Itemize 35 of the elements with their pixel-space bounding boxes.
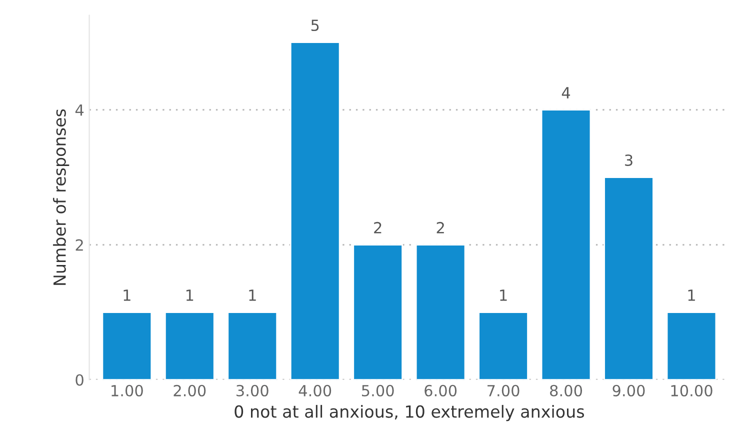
bar bbox=[540, 109, 592, 380]
data-label: 3 bbox=[625, 154, 632, 166]
y-tick-label: 0 bbox=[76, 374, 84, 386]
y-axis-title: Number of responses bbox=[53, 109, 70, 285]
x-tick-label: 8.00 bbox=[550, 384, 582, 396]
bar bbox=[666, 312, 717, 380]
data-label: 1 bbox=[688, 290, 695, 301]
x-tick-label: 5.00 bbox=[362, 384, 394, 396]
bar bbox=[478, 312, 528, 380]
x-tick-label: 2.00 bbox=[174, 384, 206, 396]
y-tick-label: 4 bbox=[75, 104, 84, 116]
bar bbox=[227, 312, 278, 380]
bar bbox=[102, 312, 152, 380]
data-label: 1 bbox=[249, 290, 256, 301]
bar bbox=[352, 244, 403, 380]
data-label: 2 bbox=[374, 222, 382, 234]
data-label: 1 bbox=[186, 290, 194, 301]
x-tick-label: 6.00 bbox=[424, 384, 457, 396]
x-axis-title: 0 not at all anxious, 10 extremely anxious bbox=[234, 404, 584, 422]
x-tick-label: 9.00 bbox=[612, 384, 645, 396]
x-tick-label: 1.00 bbox=[112, 384, 143, 396]
x-tick-label: 3.00 bbox=[236, 384, 268, 396]
x-tick-label: 10.00 bbox=[671, 384, 712, 396]
data-label: 2 bbox=[436, 222, 444, 234]
data-label: 1 bbox=[124, 290, 130, 301]
y-tick-label: 2 bbox=[76, 239, 83, 251]
data-label: 5 bbox=[311, 20, 319, 32]
data-label: 1 bbox=[500, 290, 507, 301]
x-tick-label: 4.00 bbox=[298, 384, 332, 396]
data-label: 4 bbox=[562, 87, 570, 98]
bar bbox=[415, 244, 466, 380]
bar bbox=[604, 176, 654, 380]
bar bbox=[164, 312, 215, 380]
bar bbox=[290, 42, 340, 380]
x-tick-label: 7.00 bbox=[488, 384, 520, 396]
